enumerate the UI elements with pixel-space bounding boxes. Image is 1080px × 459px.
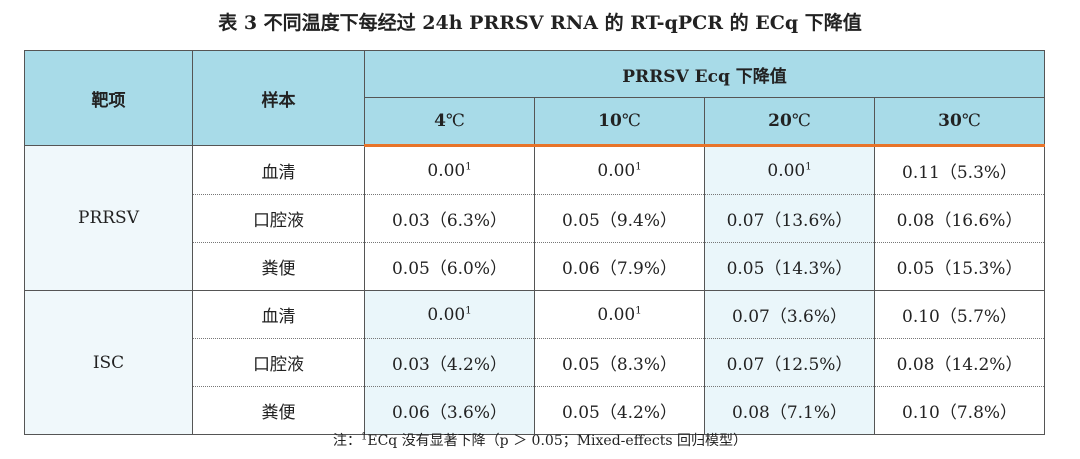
value-cell: 0.05（14.3%） [704,242,875,291]
header-temp-20: 20℃ [704,97,875,147]
header-target: 靶项 [24,50,193,146]
sample-cell: 粪便 [192,386,365,435]
value-cell: 0.05（6.0%） [364,242,535,291]
value-cell: 0.001 [364,290,535,339]
value-cell: 0.001 [534,145,705,195]
header-temp-4: 4℃ [364,97,535,147]
sample-cell: 血清 [192,145,365,195]
header-sample: 样本 [192,50,365,146]
table-row: 口腔液 0.03（4.2%） 0.05（8.3%） 0.07（12.5%） 0.… [25,338,1046,387]
target-cell: ISC [24,290,193,435]
value-cell: 0.07（12.5%） [704,338,875,387]
value-cell: 0.08（7.1%） [704,386,875,435]
header-temp-10: 10℃ [534,97,705,147]
value-cell: 0.10（5.7%） [873,290,1046,339]
value-cell: 0.05（8.3%） [534,338,705,387]
header-ecq-group: PRRSV Ecq 下降值 [363,50,1046,98]
value-cell: 0.06（3.6%） [364,386,535,435]
value-cell: 0.11（5.3%） [873,145,1046,195]
value-cell: 0.03（6.3%） [364,194,535,243]
value-cell: 0.001 [704,145,875,195]
table-row: 粪便 0.06（3.6%） 0.05（4.2%） 0.08（7.1%） 0.10… [25,386,1046,435]
value-cell: 0.07（13.6%） [704,194,875,243]
value-cell: 0.05（4.2%） [534,386,705,435]
value-cell: 0.05（9.4%） [534,194,705,243]
target-cell: PRRSV [24,145,193,291]
table-row: ISC 血清 0.001 0.001 0.07（3.6%） 0.10（5.7%） [24,290,1046,435]
value-cell: 0.06（7.9%） [534,242,705,291]
value-cell: 0.08（16.6%） [873,194,1046,243]
table-row: 口腔液 0.03（6.3%） 0.05（9.4%） 0.07（13.6%） 0.… [25,194,1046,243]
value-cell: 0.08（14.2%） [873,338,1046,387]
sample-cell: 粪便 [192,242,365,291]
value-cell: 0.10（7.8%） [873,386,1046,435]
header-temp-30: 30℃ [873,97,1046,147]
value-cell: 0.03（4.2%） [364,338,535,387]
sample-cell: 血清 [192,290,365,339]
table-row: 粪便 0.05（6.0%） 0.06（7.9%） 0.05（14.3%） 0.0… [25,242,1046,291]
ecq-table: 靶项 样本 PRRSV Ecq 下降值 4℃ 10℃ 20℃ 30℃ PRRSV… [24,50,1046,435]
table-title: 表 3 不同温度下每经过 24h PRRSV RNA 的 RT-qPCR 的 E… [218,12,862,34]
table-row: PRRSV 血清 0.001 0.001 0.001 0.11（5.3%） [24,145,1046,291]
value-cell: 0.001 [364,145,535,195]
sample-cell: 口腔液 [192,338,365,387]
sample-cell: 口腔液 [192,194,365,243]
value-cell: 0.001 [534,290,705,339]
table-footnote: 注：1ECq 没有显著下降（p ＞ 0.05；Mixed-effects 回归模… [332,431,748,449]
value-cell: 0.05（15.3%） [873,242,1046,291]
value-cell: 0.07（3.6%） [704,290,875,339]
